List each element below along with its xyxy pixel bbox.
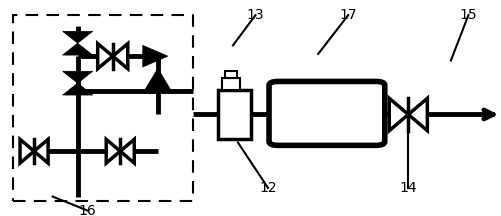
FancyBboxPatch shape [269,81,385,145]
Polygon shape [120,139,134,163]
Bar [218,90,250,139]
Polygon shape [63,43,93,55]
Polygon shape [143,45,168,67]
Text: 15: 15 [459,8,477,22]
Text: 12: 12 [259,181,277,195]
Polygon shape [34,139,48,163]
Text: 13: 13 [246,8,265,22]
Polygon shape [389,98,408,131]
Polygon shape [20,139,34,163]
Text: 16: 16 [79,204,97,216]
Polygon shape [106,139,120,163]
Polygon shape [145,68,170,89]
Bar [222,78,240,90]
Text: 14: 14 [399,181,417,195]
Polygon shape [408,98,427,131]
Polygon shape [113,44,128,69]
Text: 17: 17 [339,8,357,22]
Polygon shape [63,31,93,43]
Bar [224,71,237,78]
Polygon shape [63,83,93,95]
Polygon shape [98,44,113,69]
Polygon shape [63,71,93,83]
